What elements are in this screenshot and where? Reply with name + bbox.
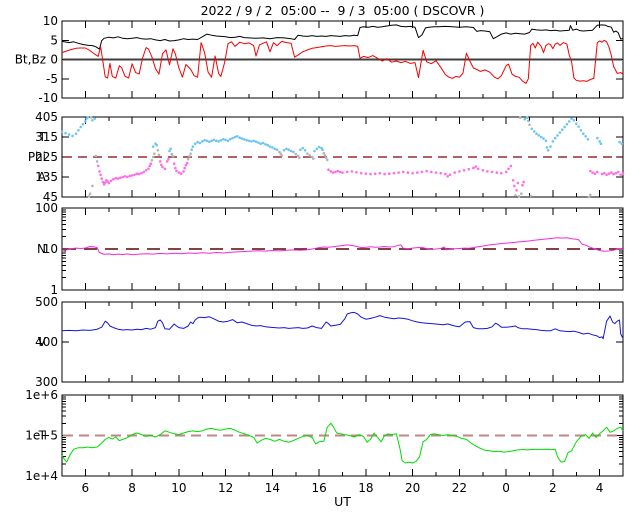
ytick-v: 300 — [35, 375, 58, 389]
xtick-label: 18 — [358, 481, 373, 495]
xtick-label: 6 — [82, 481, 90, 495]
ytick-t: 1e+4 — [25, 469, 58, 483]
ytick-t: 1e+5 — [25, 429, 58, 443]
xtick-label: 10 — [171, 481, 186, 495]
xtick-label: 12 — [218, 481, 233, 495]
ytick-bt-bz: -10 — [38, 91, 58, 105]
ytick-n: 10 — [43, 242, 58, 256]
ytick-bt-bz: 0 — [50, 53, 58, 67]
xtick-label: 8 — [128, 481, 136, 495]
ylabel-v: V — [38, 335, 47, 349]
xtick-label: 16 — [311, 481, 326, 495]
ytick-bt-bz: -5 — [46, 72, 58, 86]
ylabel-bt-bz: Bt,Bz — [15, 53, 46, 67]
series-Bz — [61, 39, 624, 84]
panel-t: 1e+6 1e+5T 1e+4 — [25, 388, 624, 483]
dots-phi-mixed — [87, 116, 592, 199]
ylabel-phi: Phi — [28, 150, 46, 164]
ytick-bt-bz: 10 — [43, 14, 58, 28]
xtick-label: 2 — [549, 481, 557, 495]
ylabel-n: N — [37, 242, 46, 256]
xtick-label: 22 — [452, 481, 467, 495]
ytick-n: 100 — [35, 201, 58, 215]
ytick-n: 1 — [50, 283, 58, 297]
xtick-label: 4 — [596, 481, 604, 495]
series-V — [61, 311, 624, 340]
series-N — [61, 237, 624, 256]
ytick-v: 400 — [35, 335, 58, 349]
ytick-t: 1e+6 — [25, 388, 58, 402]
panel-n: 100 10N 1 — [35, 201, 624, 297]
ylabel-phi: T — [38, 130, 47, 144]
dots-phi-away — [96, 157, 625, 192]
ylabel-phi: A — [38, 170, 47, 184]
chart-title: 2022 / 9 / 2 05:00 -- 9 / 3 05:00 ( DSCO… — [200, 3, 485, 18]
panel-bt-bz: 10 5 0 Bt,Bz-5 -10 — [15, 14, 624, 105]
series-Bt — [61, 24, 624, 50]
ytick-v: 500 — [35, 295, 58, 309]
dots-phi-toward — [60, 116, 624, 154]
ytick-phi: 45 — [43, 190, 58, 204]
ytick-phi: 315 — [35, 130, 58, 144]
ytick-phi: 135 — [35, 170, 58, 184]
xtick-label: 0 — [502, 481, 510, 495]
x-axis-title: UT — [334, 494, 351, 509]
xtick-label: 14 — [265, 481, 280, 495]
ylabel-t: T — [38, 429, 47, 443]
series-T — [61, 422, 624, 464]
xtick-label: 20 — [405, 481, 420, 495]
ytick-phi: 405 — [35, 110, 58, 124]
ytick-bt-bz: 5 — [50, 33, 58, 47]
ytick-phi: 225 — [35, 150, 58, 164]
